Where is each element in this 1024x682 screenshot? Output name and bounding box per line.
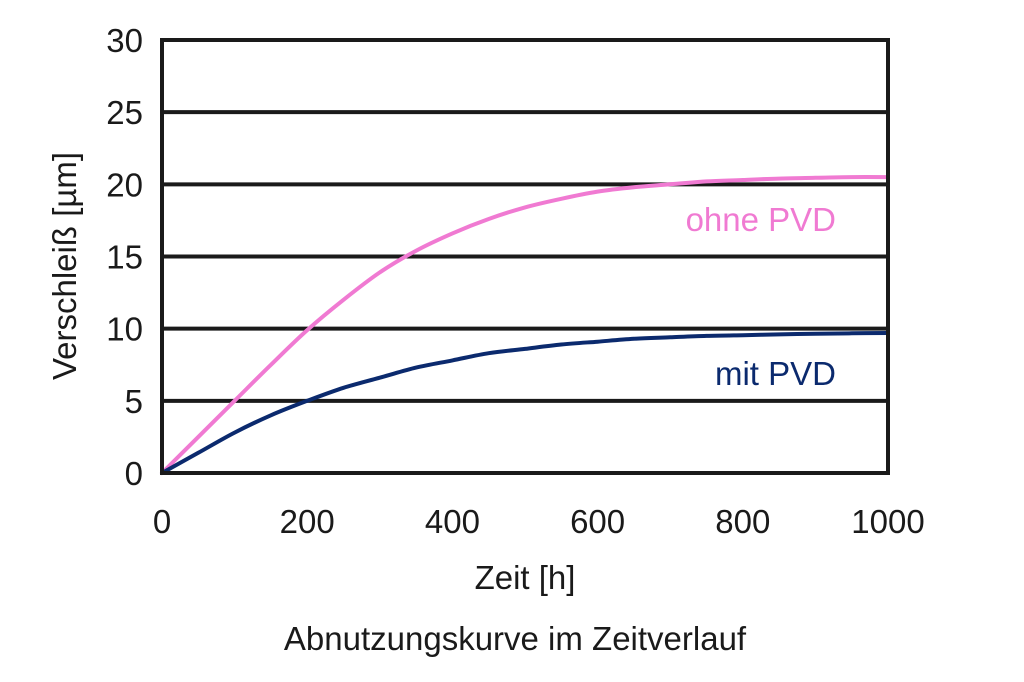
x-tick-label: 1000: [851, 503, 924, 540]
y-tick-label: 0: [125, 455, 143, 492]
y-tick-label: 15: [106, 239, 143, 276]
x-tick-label: 200: [280, 503, 335, 540]
x-tick-label: 0: [153, 503, 171, 540]
x-tick-labels: 0 200 400 600 800 1000: [153, 503, 925, 540]
chart-title: Abnutzungskurve im Zeitverlauf: [284, 620, 747, 657]
plot-frame: [160, 38, 890, 475]
x-tick-label: 400: [425, 503, 480, 540]
y-tick-label: 10: [106, 311, 143, 348]
y-axis-label: Verschleiß [µm]: [46, 152, 83, 380]
y-tick-label: 20: [106, 166, 143, 203]
y-tick-label: 25: [106, 94, 143, 131]
x-axis-label: Zeit [h]: [475, 559, 576, 596]
series-label-2: mit PVD: [715, 355, 836, 392]
x-tick-label: 600: [570, 503, 625, 540]
series-line-2: [160, 331, 890, 475]
series-lines: [160, 175, 890, 475]
y-tick-label: 5: [125, 383, 143, 420]
series-label-1: ohne PVD: [686, 201, 836, 238]
series-labels: ohne PVD mit PVD: [686, 201, 836, 392]
grid-lines: [162, 110, 888, 403]
x-tick-label: 800: [715, 503, 770, 540]
y-tick-labels: 0 5 10 15 20 25 30: [106, 22, 143, 492]
series-line-1: [160, 175, 890, 475]
y-tick-label: 30: [106, 22, 143, 59]
